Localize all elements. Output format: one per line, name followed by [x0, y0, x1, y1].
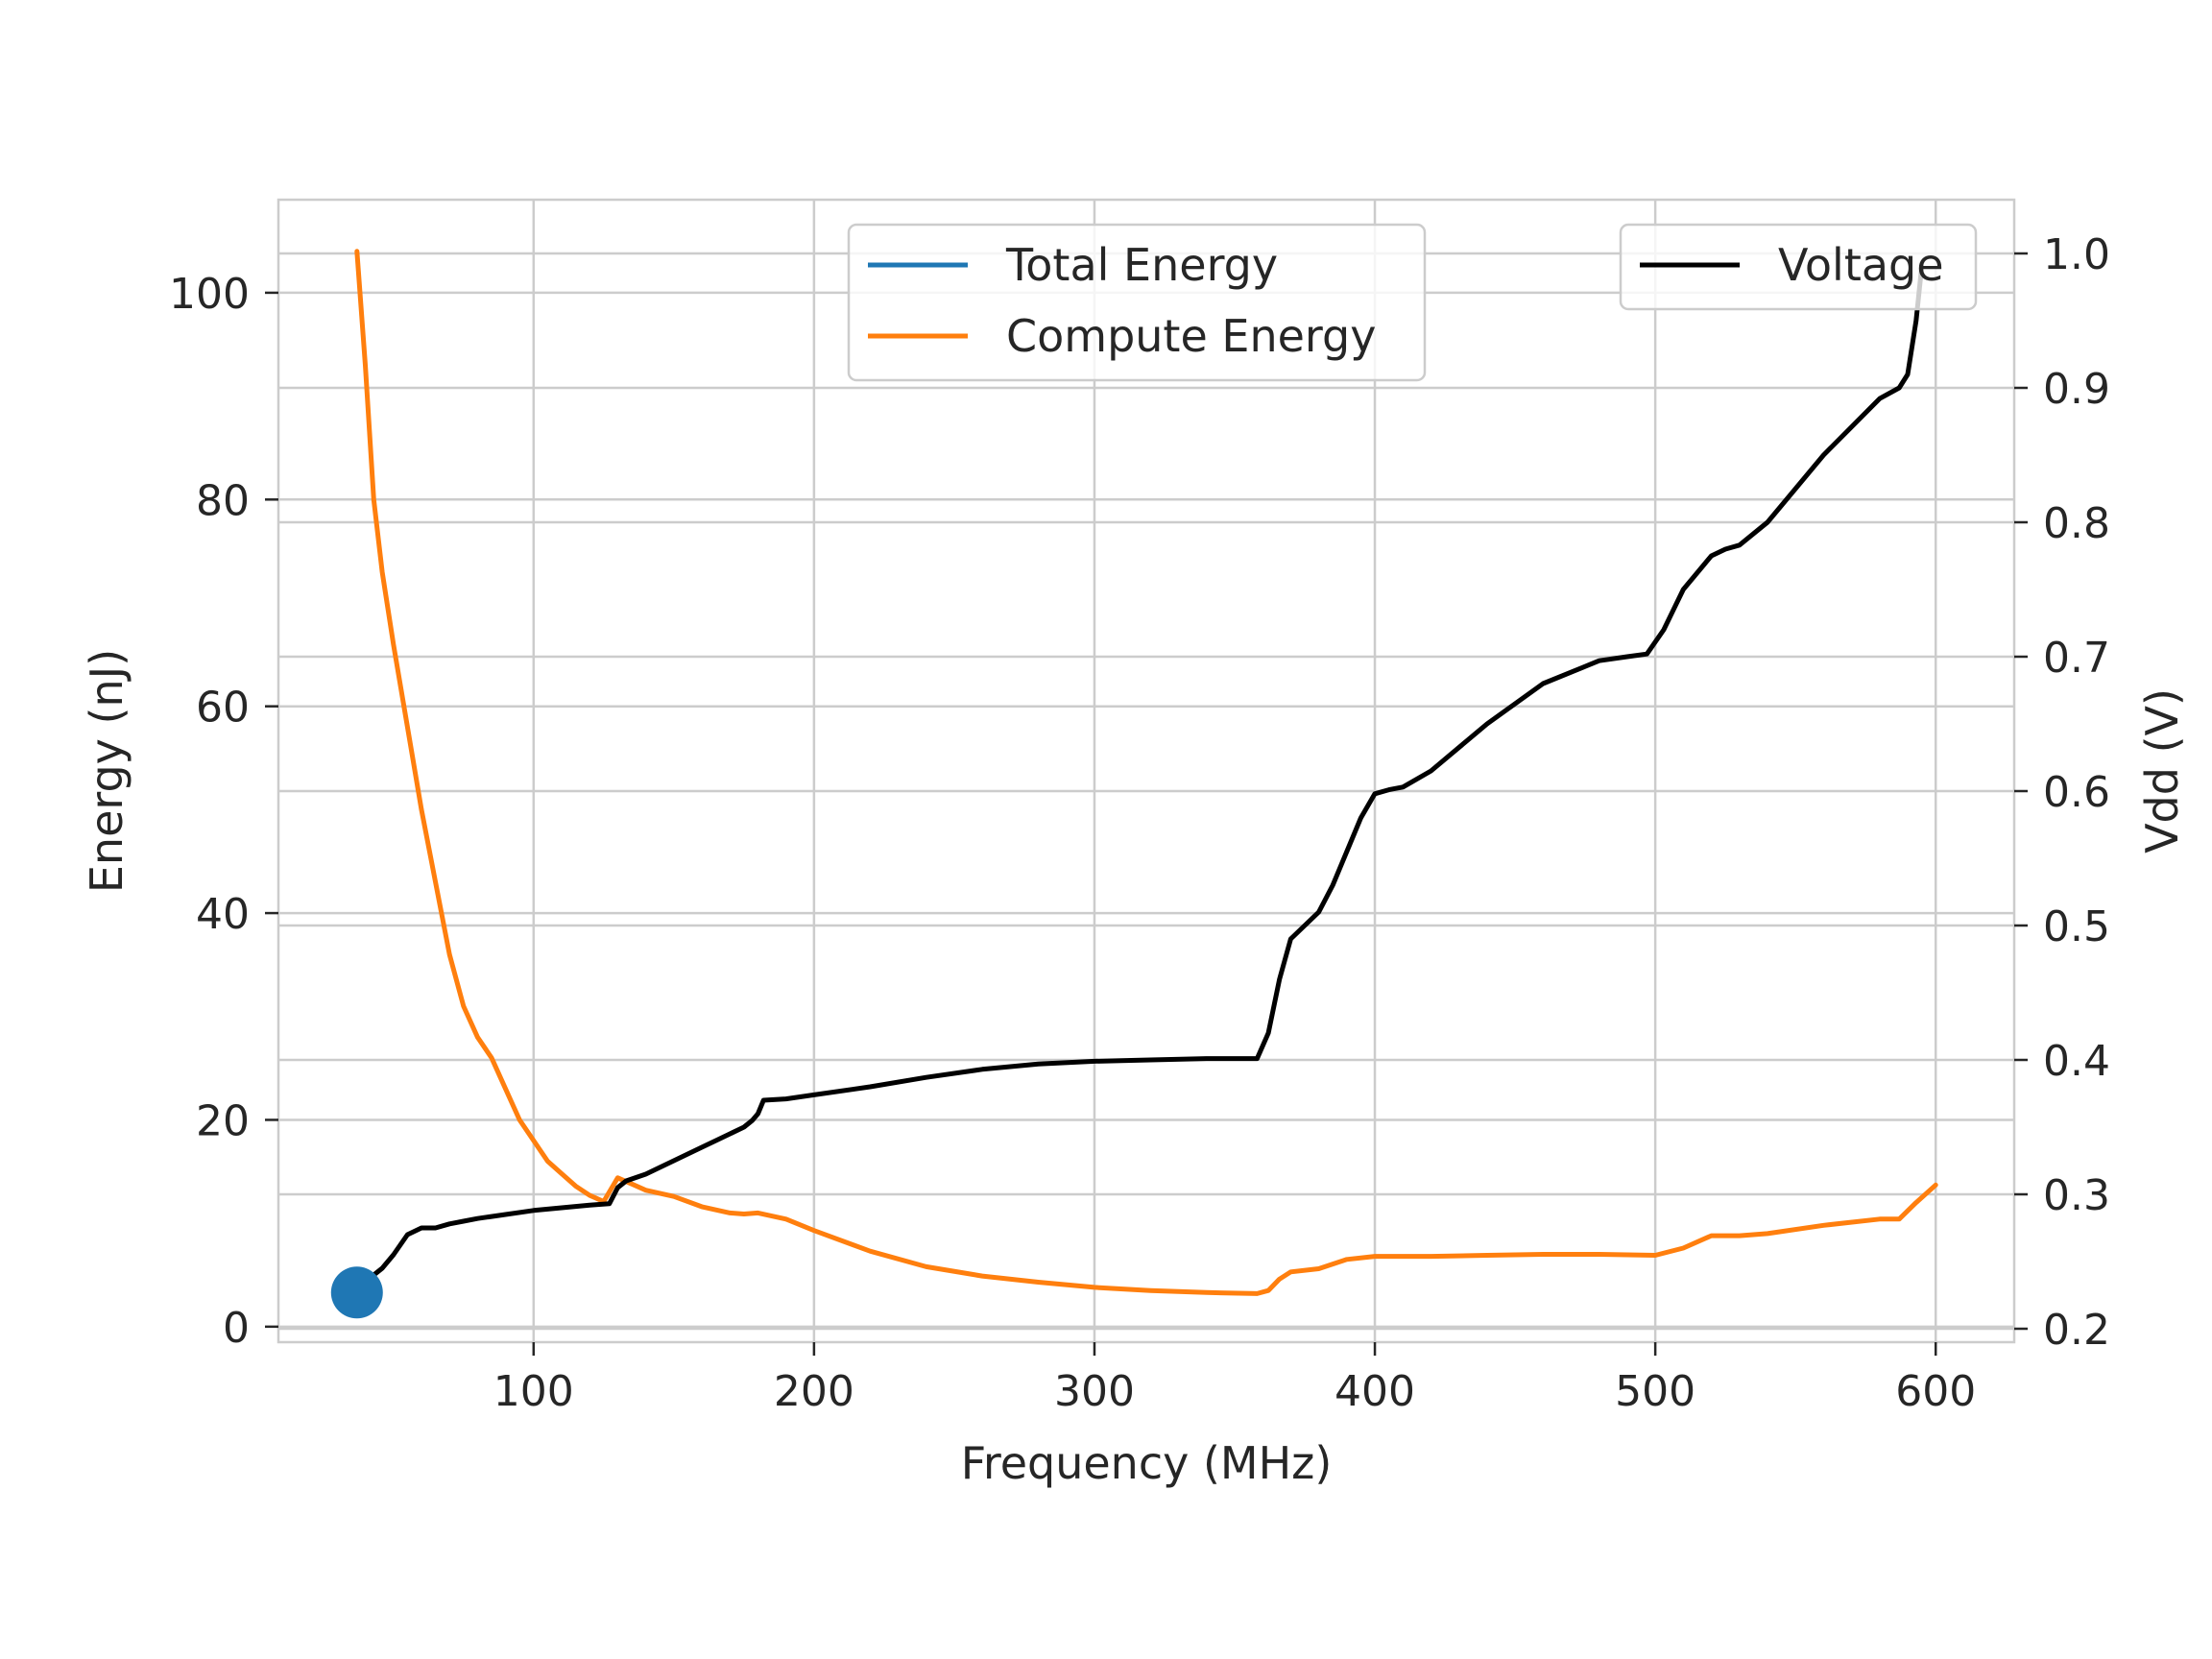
y2-tick-label: 1.0: [2043, 230, 2110, 279]
y2-tick-label: 0.9: [2043, 365, 2110, 414]
x-tick-label: 100: [493, 1367, 574, 1416]
y2-tick-label: 0.6: [2043, 768, 2110, 817]
legend-label-total-energy: Total Energy: [1005, 239, 1278, 291]
y2-tick-label: 0.7: [2043, 634, 2110, 683]
y-tick-label: 80: [196, 476, 250, 525]
plot-frame: [276, 198, 2016, 1344]
y2-tick-label: 0.3: [2043, 1171, 2110, 1220]
x-tick-label: 600: [1895, 1367, 1976, 1416]
legend-label-compute-energy: Compute Energy: [1006, 310, 1376, 362]
legend-frame: [1619, 223, 1978, 311]
y2-axis-label: Vdd (V): [2136, 688, 2188, 854]
y2-tick-label: 0.2: [2043, 1306, 2110, 1355]
y-tick-label: 100: [169, 270, 250, 319]
y-tick-label: 0: [223, 1304, 250, 1353]
x-tick-label: 200: [774, 1367, 854, 1416]
legends: Total Energy Compute Energy Voltage: [847, 223, 1978, 382]
y2-tick-label: 0.5: [2043, 902, 2110, 951]
compute-energy-line: [354, 249, 1938, 1296]
y2-tick-label: 0.8: [2043, 499, 2110, 548]
x-tick-label: 500: [1615, 1367, 1695, 1416]
legend-upper-center: Total Energy Compute Energy: [847, 223, 1427, 382]
legend-label-voltage: Voltage: [1778, 239, 1944, 291]
y-tick-label: 20: [196, 1096, 250, 1145]
x-axis-label: Frequency (MHz): [961, 1437, 1333, 1489]
plot-area: [330, 249, 1938, 1319]
y2-tick-label: 0.4: [2043, 1037, 2110, 1086]
voltage-line: [354, 264, 1925, 1298]
y-tick-label: 40: [196, 890, 250, 939]
x-tick-label: 400: [1334, 1367, 1415, 1416]
x-tick-label: 300: [1054, 1367, 1135, 1416]
tick-labels: 100 200 300 400 500 600 0 20 40 60 80 100 0.2 0.3 0.4 0…: [169, 230, 2110, 1416]
legend-upper-right: Voltage: [1619, 223, 1978, 311]
y-tick-label: 60: [196, 684, 250, 733]
y-axis-label: Energy (nJ): [81, 649, 132, 893]
legend-frame: [847, 223, 1427, 382]
total-energy-point: [330, 1266, 383, 1319]
